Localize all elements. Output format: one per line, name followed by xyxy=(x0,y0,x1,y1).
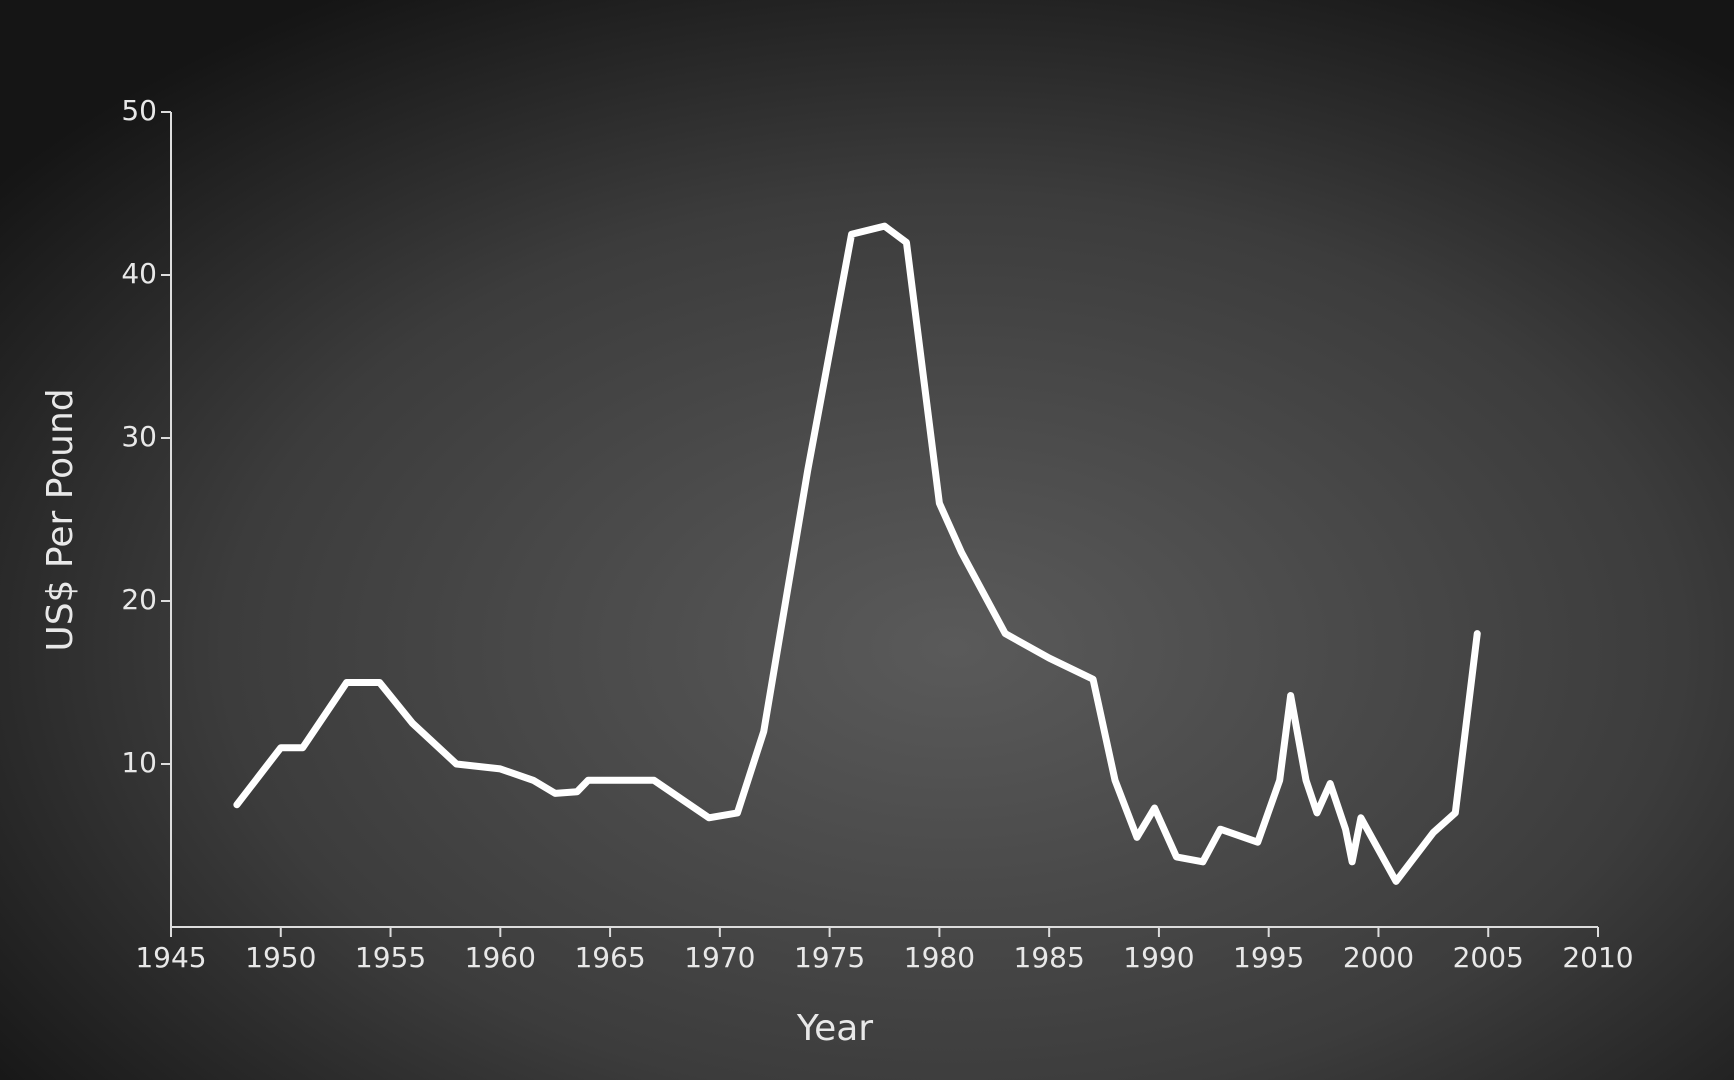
x-tick-label: 2005 xyxy=(1453,941,1524,974)
x-tick-label: 1980 xyxy=(904,941,975,974)
x-tick-label: 1990 xyxy=(1123,941,1194,974)
x-tick-label: 1970 xyxy=(684,941,755,974)
x-tick-label: 1950 xyxy=(245,941,316,974)
x-tick-label: 1965 xyxy=(574,941,645,974)
line-series xyxy=(233,222,1481,885)
y-tick-label: 30 xyxy=(121,420,157,453)
y-tick-label: 10 xyxy=(121,746,157,779)
x-tick-label: 1975 xyxy=(794,941,865,974)
x-tick-label: 1960 xyxy=(465,941,536,974)
x-tick-label: 1955 xyxy=(355,941,426,974)
x-tick-label: 1945 xyxy=(135,941,206,974)
x-tick-label: 1985 xyxy=(1014,941,1085,974)
y-tick-label: 40 xyxy=(121,257,157,290)
y-tick-label: 50 xyxy=(121,94,157,127)
x-tick-label: 2000 xyxy=(1343,941,1414,974)
y-tick-label: 20 xyxy=(121,583,157,616)
x-tick-label: 1995 xyxy=(1233,941,1304,974)
y-axis-title: US$ Per Pound xyxy=(40,388,81,651)
x-tick-label: 2010 xyxy=(1562,941,1633,974)
x-axis-title: Year xyxy=(796,1008,873,1049)
